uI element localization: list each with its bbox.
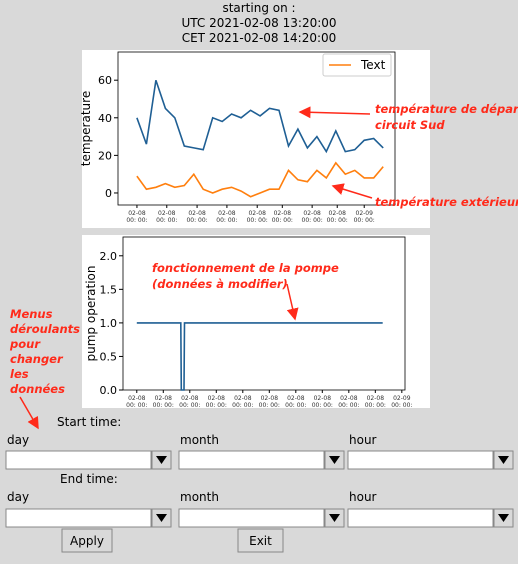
- x-tick-label: 02-08 00: 00:: [186, 210, 207, 224]
- combobox[interactable]: [347, 450, 494, 470]
- annotation: circuit Sud: [375, 118, 445, 132]
- annotation: changer: [10, 352, 64, 366]
- y-tick-label: 60: [98, 74, 112, 87]
- y-tick-label: 0.0: [100, 384, 118, 397]
- x-tick-label: 02-08 00: 00:: [272, 210, 293, 224]
- series-line: [136, 79, 384, 154]
- x-tick-label: 02-09 00: 00:: [391, 395, 412, 409]
- arrow-icon: [156, 456, 167, 464]
- legend-label: Text: [360, 58, 386, 72]
- apply-button[interactable]: [61, 528, 113, 553]
- annotation: données: [10, 382, 65, 396]
- annotation: température extérieure: [375, 195, 518, 209]
- x-tick-label: 02-08 00: 00:: [338, 395, 359, 409]
- legend-box: [322, 53, 392, 77]
- series-line: [136, 161, 384, 198]
- header-line: CET 2021-02-08 14:20:00: [182, 31, 337, 45]
- plot-frame: [117, 51, 396, 206]
- x-tick-label: 02-08 00: 00:: [156, 210, 177, 224]
- field-label: day: [7, 490, 29, 504]
- annotation: déroulants: [10, 322, 80, 336]
- y-tick-label: 20: [98, 149, 112, 162]
- field-label: hour: [349, 490, 377, 504]
- combobox[interactable]: [5, 508, 152, 528]
- y-tick-label: 40: [98, 112, 112, 125]
- x-tick-label: 02-08 00: 00:: [126, 210, 147, 224]
- y-tick-label: 1.0: [100, 317, 118, 330]
- x-tick-label: 02-08 00: 00:: [365, 395, 386, 409]
- field-label: month: [180, 433, 219, 447]
- x-tick-label: 02-08 00: 00:: [259, 395, 280, 409]
- arrow: [298, 106, 371, 119]
- annotation: pour: [9, 337, 41, 351]
- x-tick-label: 02-08 00: 00:: [153, 395, 174, 409]
- arrow-icon: [329, 456, 340, 464]
- end-label: End time:: [60, 472, 118, 486]
- y-tick-label: 2.0: [100, 250, 118, 263]
- x-tick-label: 02-08 00: 00:: [302, 210, 323, 224]
- field-label: month: [180, 490, 219, 504]
- x-tick-label: 02-08 00: 00:: [232, 395, 253, 409]
- series-line: [136, 322, 383, 391]
- annotation: les: [10, 367, 29, 381]
- annotation: température de départ: [375, 102, 518, 116]
- header-line: UTC 2021-02-08 13:20:00: [181, 16, 336, 30]
- exit-button-label: Exit: [249, 534, 272, 548]
- y-tick-label: 1.5: [100, 283, 118, 296]
- arrow: [331, 183, 373, 199]
- combobox[interactable]: [5, 450, 152, 470]
- x-tick-label: 02-08 00: 00:: [126, 395, 147, 409]
- field-label: hour: [349, 433, 377, 447]
- y-axis-label: pump operation: [84, 266, 98, 362]
- arrow-icon: [156, 514, 167, 522]
- combobox[interactable]: [178, 508, 325, 528]
- x-tick-label: 02-08 00: 00:: [206, 395, 227, 409]
- apply-button-label: Apply: [70, 534, 104, 548]
- annotation: Menus: [10, 307, 53, 321]
- x-tick-label: 02-08 00: 00:: [285, 395, 306, 409]
- y-tick-label: 0: [105, 187, 112, 200]
- x-tick-label: 02-08 00: 00:: [216, 210, 237, 224]
- x-tick-label: 02-08 00: 00:: [247, 210, 268, 224]
- header-line: starting on :: [222, 1, 295, 15]
- plot-frame: [122, 236, 406, 391]
- x-tick-label: 02-08 00: 00:: [179, 395, 200, 409]
- x-tick-label: 02-08 00: 00:: [327, 210, 348, 224]
- combobox[interactable]: [347, 508, 494, 528]
- x-tick-label: 02-08 00: 00:: [312, 395, 333, 409]
- arrow: [19, 396, 39, 430]
- annotation: (données à modifier): [152, 277, 288, 291]
- arrow: [286, 283, 299, 321]
- arrow-icon: [498, 456, 509, 464]
- start-label: Start time:: [57, 415, 121, 429]
- annotation: fonctionnement de la pompe: [152, 261, 339, 275]
- arrow-icon: [329, 514, 340, 522]
- arrow-icon: [498, 514, 509, 522]
- exit-button[interactable]: [237, 528, 284, 553]
- x-tick-label: 02-09 00: 00:: [354, 210, 375, 224]
- field-label: day: [7, 433, 29, 447]
- combobox[interactable]: [178, 450, 325, 470]
- y-tick-label: 0.5: [100, 350, 118, 363]
- chart-panel: [82, 235, 430, 408]
- y-axis-label: temperature: [79, 91, 93, 166]
